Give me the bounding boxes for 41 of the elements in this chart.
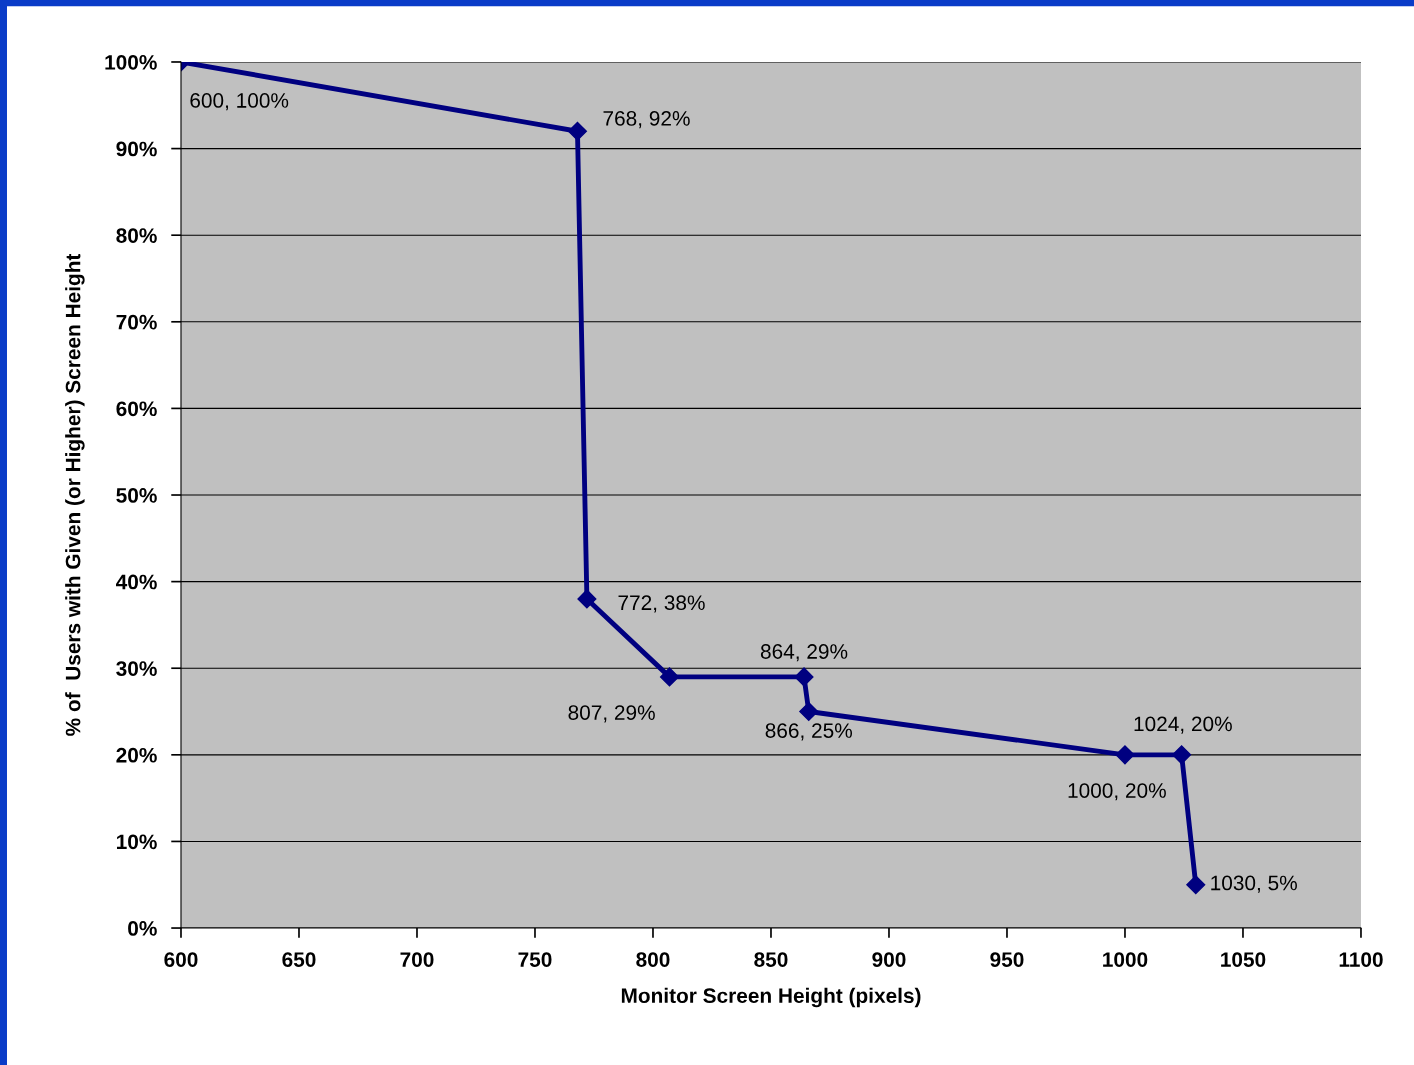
x-tick-label: 600 xyxy=(164,952,198,967)
y-tick-label: 50% xyxy=(116,488,157,503)
data-label: 866, 25% xyxy=(765,723,853,741)
x-tick-label: 1100 xyxy=(1339,952,1383,967)
x-tick-label: 700 xyxy=(400,952,434,967)
point xyxy=(1186,875,1206,895)
y-tick-label: 30% xyxy=(116,661,157,677)
x-tick-label: 1050 xyxy=(1221,952,1266,967)
data-label: 768, 92% xyxy=(603,111,690,129)
data-label: 864, 29% xyxy=(760,644,848,662)
y-tick-label: 70% xyxy=(116,314,157,330)
x-tick-label: 750 xyxy=(518,952,552,967)
point xyxy=(1172,745,1192,765)
point xyxy=(577,589,597,609)
data-label: 1000, 20% xyxy=(1068,783,1166,801)
y-tick-label: 100% xyxy=(105,54,157,70)
y-tick-label: 10% xyxy=(117,834,157,850)
data-label: 1024, 20% xyxy=(1134,716,1232,734)
x-tick-label: 850 xyxy=(754,952,788,967)
y-tick-label: 60% xyxy=(116,401,157,417)
data-label: 772, 38% xyxy=(618,595,705,613)
point xyxy=(1115,745,1135,765)
y-tick-label: 40% xyxy=(116,574,157,590)
x-axis-title: Monitor Screen Height (pixels) xyxy=(621,987,921,1008)
x-tick-label: 900 xyxy=(872,952,906,967)
y-tick-label: 20% xyxy=(116,747,157,763)
x-tick-label: 1000 xyxy=(1103,952,1148,967)
y-axis-title: % of Users with Given (or Higher) Screen Height xyxy=(65,253,85,736)
point xyxy=(567,121,588,141)
x-tick-label: 650 xyxy=(282,952,316,967)
point xyxy=(799,701,819,722)
point xyxy=(659,667,680,687)
data-label: 807, 29% xyxy=(568,705,655,723)
point xyxy=(794,667,814,687)
y-tick-label: 90% xyxy=(116,141,157,157)
y-tick-label: 80% xyxy=(116,228,157,243)
data-label: 1030, 5% xyxy=(1211,875,1297,893)
x-tick-label: 800 xyxy=(636,952,670,967)
y-tick-label: 0% xyxy=(128,921,157,936)
data-label: 600, 100% xyxy=(190,93,289,111)
x-tick-label: 950 xyxy=(990,952,1024,967)
